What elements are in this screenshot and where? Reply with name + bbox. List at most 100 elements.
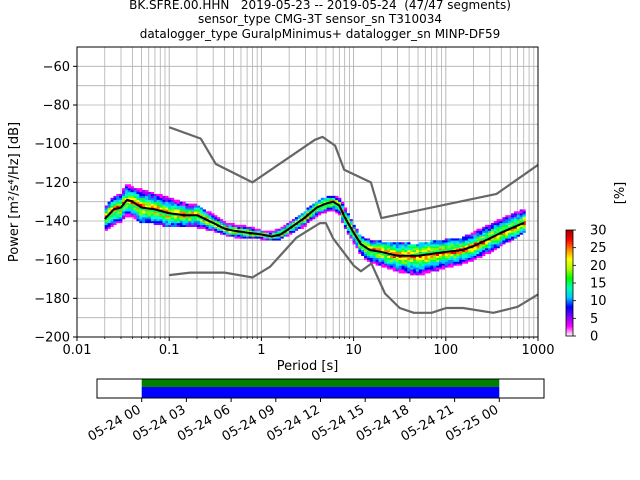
density-cell (447, 242, 451, 245)
density-cell (381, 257, 385, 260)
density-cell (381, 242, 385, 245)
density-cell (424, 248, 428, 251)
density-cell (502, 236, 506, 239)
density-cell (467, 259, 471, 262)
density-cell (404, 259, 408, 262)
density-cell (398, 246, 402, 249)
density-cell (424, 261, 428, 264)
density-cell (338, 199, 342, 202)
density-cell (188, 224, 192, 227)
density-cell (418, 250, 422, 253)
density-cell (502, 242, 506, 245)
density-cell (156, 222, 160, 226)
density-cell (211, 224, 215, 227)
density-cell (441, 261, 446, 264)
density-cell (191, 207, 195, 210)
density-cell (332, 199, 336, 202)
density-cell (257, 228, 261, 231)
series-lines (104, 126, 538, 314)
density-cell (476, 246, 480, 249)
density-cell (346, 219, 350, 222)
density-cell (430, 246, 434, 249)
density-cell (317, 213, 322, 216)
density-cell (188, 209, 192, 212)
density-cell (355, 244, 359, 247)
density-cell (150, 197, 155, 200)
density-cell (413, 265, 417, 268)
density-cell (482, 242, 486, 245)
density-cell (502, 226, 506, 229)
density-cell (168, 221, 172, 224)
density-cell (294, 219, 299, 222)
density-cell (303, 211, 307, 214)
density-cell (479, 244, 483, 247)
density-cell (306, 207, 310, 210)
density-cell (214, 230, 218, 233)
density-cell (358, 248, 362, 251)
density-cell (329, 199, 333, 202)
density-cell (341, 201, 345, 204)
density-cell (404, 271, 408, 274)
density-cell (421, 257, 425, 260)
density-cell (404, 263, 408, 266)
density-cell (300, 215, 304, 218)
density-cell (441, 246, 446, 249)
density-cell (119, 221, 123, 224)
density-cell (522, 209, 526, 212)
density-cell (424, 267, 428, 270)
density-cell (147, 221, 152, 224)
density-cell (427, 269, 431, 272)
colorbar-tick-label: 15 (590, 277, 607, 292)
density-cell (107, 209, 111, 212)
density-cell (513, 236, 518, 239)
density-cell (476, 238, 480, 241)
density-cell (343, 211, 348, 214)
density-cell (320, 207, 325, 210)
density-cell (427, 248, 431, 251)
density-cell (297, 215, 301, 218)
density-cell (300, 213, 304, 216)
density-cell (257, 230, 261, 233)
density-cell (145, 199, 149, 202)
density-cell (292, 226, 296, 229)
density-cell (364, 244, 368, 247)
density-cell (415, 267, 420, 270)
density-cell (519, 217, 523, 220)
density-cell (240, 234, 244, 237)
density-cell (479, 232, 483, 235)
density-cell (389, 261, 394, 264)
density-cell (107, 207, 111, 210)
density-cell (292, 221, 296, 224)
density-cell (168, 203, 172, 206)
density-cell (479, 240, 483, 243)
density-cell (349, 236, 353, 239)
density-cell (300, 226, 304, 229)
density-cell (182, 221, 186, 224)
density-cell (346, 213, 350, 216)
density-cell (286, 234, 290, 237)
density-cell (145, 190, 149, 193)
density-cell (122, 207, 126, 210)
density-cell (427, 261, 431, 264)
density-cell (228, 222, 232, 226)
density-cell (182, 211, 186, 214)
density-cell (136, 201, 140, 204)
density-cell (156, 219, 160, 222)
density-cell (240, 228, 244, 231)
density-cell (191, 211, 195, 214)
density-cell (392, 242, 397, 245)
density-cell (470, 238, 474, 241)
density-cell (240, 236, 244, 239)
density-cell (413, 246, 417, 249)
x-tick-label: 100 (433, 343, 458, 358)
density-cell (119, 199, 123, 202)
density-cell (456, 261, 460, 264)
density-cell (424, 257, 428, 260)
density-cell (450, 238, 454, 241)
density-cell (240, 232, 244, 235)
density-cell (381, 261, 385, 264)
density-cell (427, 267, 431, 270)
density-cell (473, 255, 477, 258)
density-cell (245, 228, 250, 231)
density-cell (173, 219, 178, 222)
